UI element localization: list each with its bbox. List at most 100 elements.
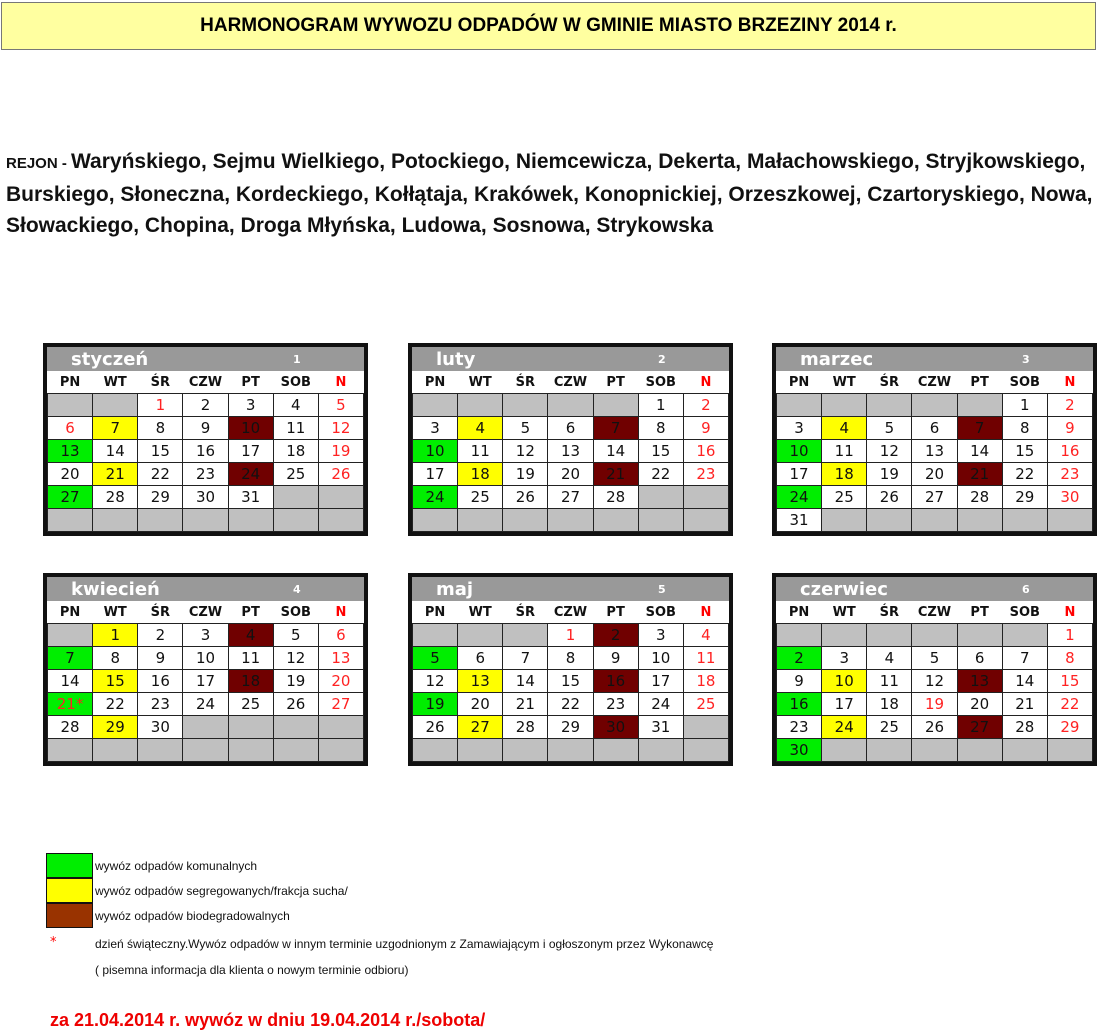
day-cell: 27	[547, 485, 594, 509]
month-number: 2	[658, 352, 666, 366]
day-cell: 3	[411, 416, 459, 440]
asterisk-symbol: *	[50, 935, 57, 950]
day-cell: 9	[775, 669, 823, 693]
weekday-header: N	[683, 601, 729, 624]
day-cell: 1	[547, 623, 594, 647]
day-cell: 8	[1001, 416, 1048, 440]
week-row: 13 14 15 16 17 18 19	[46, 439, 365, 463]
day-cell: 18	[272, 439, 319, 463]
empty-cell	[317, 485, 365, 509]
day-cell: 30	[775, 738, 823, 762]
day-cell: 10	[227, 416, 274, 440]
month-name: luty	[436, 348, 476, 370]
empty-cell	[411, 508, 459, 532]
day-cell: 24	[775, 485, 823, 509]
day-cell: 19	[272, 669, 319, 693]
day-cell: 14	[46, 669, 94, 693]
day-cell: 21	[502, 692, 549, 716]
week-row	[46, 508, 365, 532]
day-cell: 25	[682, 692, 730, 716]
day-cell: 30	[1046, 485, 1094, 509]
day-cell: 22	[92, 692, 139, 716]
day-cell: 16	[682, 439, 730, 463]
day-cell: 7	[1001, 646, 1048, 670]
legend: wywóz odpadów komunalnych wywóz odpadów …	[46, 853, 348, 928]
day-cell: 27	[911, 485, 958, 509]
weekday-header: ŚR	[137, 371, 183, 394]
week-row: 21* 22 23 24 25 26 27	[46, 692, 365, 716]
day-cell: 29	[92, 715, 139, 739]
empty-cell	[956, 393, 1003, 417]
day-cell: 11	[682, 646, 730, 670]
day-cell: 11	[272, 416, 319, 440]
day-cell: 26	[866, 485, 913, 509]
day-cell: 18	[457, 462, 504, 486]
month-number: 1	[293, 352, 301, 366]
day-cell: 20	[457, 692, 504, 716]
week-row: 7 8 9 10 11 12 13	[46, 646, 365, 670]
empty-cell	[1001, 738, 1048, 762]
empty-cell	[457, 393, 504, 417]
day-cell: 30	[137, 715, 184, 739]
month-grid: PN WT ŚR CZW PT SOB N 1 2 3 4 5 6 7 8 9 10 11 12 13 14 15 16 17…	[411, 601, 730, 762]
empty-cell	[502, 738, 549, 762]
day-cell: 22	[1001, 462, 1048, 486]
day-cell: 27	[46, 485, 94, 509]
day-cell: 3	[227, 393, 274, 417]
day-cell: 13	[46, 439, 94, 463]
day-cell: 1	[1046, 623, 1094, 647]
day-cell: 1	[1001, 393, 1048, 417]
weekday-header: SOB	[1002, 601, 1048, 624]
day-cell: 6	[46, 416, 94, 440]
month-number: 3	[1022, 352, 1030, 366]
week-row: 26 27 28 29 30 31	[411, 715, 730, 739]
day-cell: 26	[911, 715, 958, 739]
weekday-header: PN	[776, 371, 822, 394]
day-cell: 6	[317, 623, 365, 647]
day-cell: 27	[956, 715, 1003, 739]
day-cell: 22	[1046, 692, 1094, 716]
day-cell: 12	[411, 669, 459, 693]
day-cell: 27	[457, 715, 504, 739]
day-cell: 25	[821, 485, 868, 509]
weekday-header: PT	[957, 371, 1003, 394]
week-row: 17 18 19 20 21 22 23	[411, 462, 730, 486]
day-cell: 8	[92, 646, 139, 670]
weekday-header: CZW	[182, 371, 229, 394]
day-cell: 31	[227, 485, 274, 509]
empty-cell	[775, 393, 823, 417]
empty-cell	[227, 508, 274, 532]
empty-cell	[821, 508, 868, 532]
day-cell: 24	[821, 715, 868, 739]
empty-cell	[592, 738, 639, 762]
empty-cell	[821, 393, 868, 417]
weekday-header: SOB	[273, 371, 319, 394]
empty-cell	[866, 738, 913, 762]
day-cell: 19	[317, 439, 365, 463]
week-row: 5 6 7 8 9 10 11	[411, 646, 730, 670]
week-row	[411, 508, 730, 532]
day-cell: 28	[592, 485, 639, 509]
day-cell: 22	[137, 462, 184, 486]
weekday-header: SOB	[638, 371, 684, 394]
day-cell: 15	[547, 669, 594, 693]
month-name: styczeń	[71, 348, 149, 370]
weekday-header: PT	[593, 371, 639, 394]
day-cell: 5	[502, 416, 549, 440]
empty-cell	[956, 738, 1003, 762]
day-cell: 5	[411, 646, 459, 670]
day-cell: 23	[775, 715, 823, 739]
weekday-header: PN	[47, 601, 93, 624]
day-cell: 7	[46, 646, 94, 670]
day-cell: 29	[547, 715, 594, 739]
day-cell: 10	[637, 646, 684, 670]
week-row: 14 15 16 17 18 19 20	[46, 669, 365, 693]
weekday-header: PT	[593, 601, 639, 624]
day-cell: 14	[92, 439, 139, 463]
empty-cell	[272, 715, 319, 739]
weekday-header: PN	[412, 601, 458, 624]
day-cell: 24	[227, 462, 274, 486]
